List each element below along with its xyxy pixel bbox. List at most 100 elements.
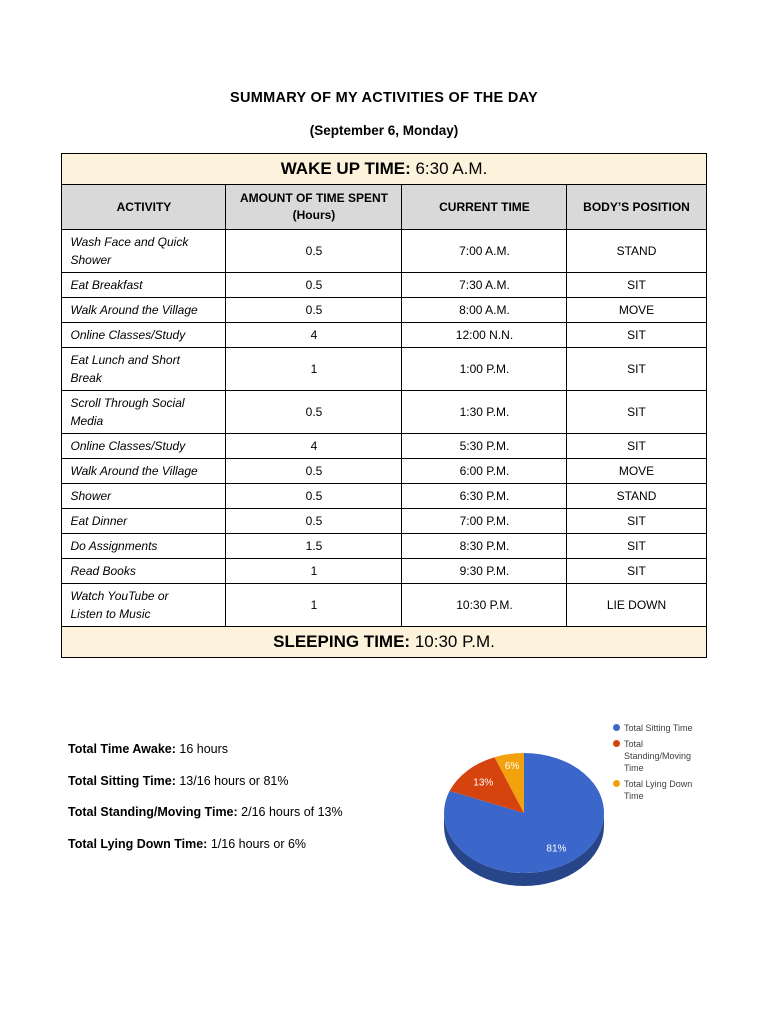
- hours-cell: 1.5: [225, 533, 403, 559]
- table-row: Wash Face and Quick Shower 0.5 7:00 A.M. ST…: [61, 229, 707, 273]
- hours-cell: 0.5: [225, 272, 403, 298]
- table-row: Shower 0.5 6:30 P.M. STAND: [61, 483, 707, 509]
- position-cell: SIT: [566, 508, 707, 534]
- activity-cell: Watch YouTube or Listen to Music: [61, 583, 227, 627]
- activity-cell: Read Books: [61, 558, 227, 584]
- position-cell: SIT: [566, 322, 707, 348]
- activity-cell: Wash Face and Quick Shower: [61, 229, 227, 273]
- summary-line: Total Sitting Time: 13/16 hours or 81%: [68, 774, 428, 788]
- time-cell: 1:00 P.M.: [401, 347, 568, 391]
- activity-cell: Walk Around the Village: [61, 458, 227, 484]
- position-cell: STAND: [566, 229, 707, 273]
- position-cell: STAND: [566, 483, 707, 509]
- activity-cell: Online Classes/Study: [61, 433, 227, 459]
- time-cell: 7:30 A.M.: [401, 272, 568, 298]
- hours-cell: 0.5: [225, 458, 403, 484]
- table-row: Eat Dinner 0.5 7:00 P.M. SIT: [61, 508, 707, 534]
- position-cell: SIT: [566, 347, 707, 391]
- col-header-time: CURRENT TIME: [401, 184, 568, 230]
- hours-cell: 0.5: [225, 390, 403, 434]
- table-head-section: WAKE UP TIME: 6:30 A.M. ACTIVITY AMOUNT …: [61, 153, 707, 230]
- legend-label: Total Sitting Time: [624, 723, 693, 733]
- summary-value: 13/16 hours or 81%: [179, 773, 289, 788]
- legend-item: Total Sitting Time: [613, 722, 705, 734]
- legend-dot: [613, 780, 620, 787]
- pie-3d-side: [444, 813, 604, 886]
- activity-cell: Online Classes/Study: [61, 322, 227, 348]
- col-header-position: BODY’S POSITION: [566, 184, 707, 230]
- totals-summary: Total Time Awake: 16 hours Total Sitting …: [68, 742, 428, 868]
- legend-label: Total Standing/Moving Time: [624, 739, 692, 773]
- wake-up-cell: WAKE UP TIME: 6:30 A.M.: [61, 153, 707, 185]
- hours-cell: 0.5: [225, 297, 403, 323]
- chart-legend: Total Sitting Time Total Standing/Moving …: [613, 722, 705, 806]
- summary-line: Total Time Awake: 16 hours: [68, 742, 428, 756]
- activity-cell: Walk Around the Village: [61, 297, 227, 323]
- table-row: Scroll Through Social Media 0.5 1:30 P.M. S…: [61, 390, 707, 434]
- summary-label: Total Sitting Time:: [68, 773, 176, 788]
- position-cell: MOVE: [566, 297, 707, 323]
- time-cell: 12:00 N.N.: [401, 322, 568, 348]
- col-header-hours: AMOUNT OF TIME SPENT (Hours): [225, 184, 403, 230]
- summary-label: Total Standing/Moving Time:: [68, 805, 238, 819]
- activity-rows: Wash Face and Quick Shower 0.5 7:00 A.M. ST…: [61, 229, 707, 627]
- position-cell: SIT: [566, 390, 707, 434]
- legend-dot: [613, 724, 620, 731]
- pie-slice: [449, 757, 524, 813]
- table-row: Walk Around the Village 0.5 8:00 A.M. MOVE: [61, 297, 707, 323]
- pie-slice: [444, 753, 605, 873]
- legend-item: Total Lying Down Time: [613, 778, 705, 802]
- table-row: Read Books 1 9:30 P.M. SIT: [61, 558, 707, 584]
- table-row: Do Assignments 1.5 8:30 P.M. SIT: [61, 533, 707, 559]
- summary-line: Total Standing/Moving Time: 2/16 hours o…: [68, 805, 428, 819]
- col-header-activity: ACTIVITY: [61, 184, 227, 230]
- time-cell: 5:30 P.M.: [401, 433, 568, 459]
- hours-cell: 0.5: [225, 508, 403, 534]
- activity-cell: Scroll Through Social Media: [61, 390, 227, 434]
- time-cell: 6:30 P.M.: [401, 483, 568, 509]
- position-cell: MOVE: [566, 458, 707, 484]
- activity-cell: Do Assignments: [61, 533, 227, 559]
- hours-cell: 4: [225, 433, 403, 459]
- time-cell: 1:30 P.M.: [401, 390, 568, 434]
- table-row: Online Classes/Study 4 5:30 P.M. SIT: [61, 433, 707, 459]
- activity-cell: Eat Lunch and Short Break: [61, 347, 227, 391]
- hours-cell: 0.5: [225, 229, 403, 273]
- pie-chart: 81% 13% 6%: [444, 753, 605, 886]
- legend-item: Total Standing/Moving Time: [613, 738, 705, 774]
- time-cell: 7:00 P.M.: [401, 508, 568, 534]
- summary-line: Total Lying Down Time: 1/16 hours or 6%: [68, 837, 428, 851]
- legend-dot: [613, 740, 620, 747]
- sleeping-row: SLEEPING TIME: 10:30 P.M.: [61, 626, 707, 658]
- time-cell: 9:30 P.M.: [401, 558, 568, 584]
- table-row: Watch YouTube or Listen to Music 1 10:30 P…: [61, 583, 707, 627]
- summary-label: Total Lying Down Time:: [68, 836, 208, 851]
- hours-cell: 0.5: [225, 483, 403, 509]
- pie-slice-label: 13%: [473, 778, 493, 789]
- summary-value: 16 hours: [179, 742, 229, 756]
- position-cell: LIE DOWN: [566, 583, 707, 627]
- hours-cell: 1: [225, 583, 403, 627]
- summary-value: 1/16 hours or 6%: [210, 836, 307, 851]
- activity-cell: Eat Dinner: [61, 508, 227, 534]
- position-cell: SIT: [566, 558, 707, 584]
- hours-cell: 1: [225, 558, 403, 584]
- hours-cell: 4: [225, 322, 403, 348]
- pie-slice-label: 81%: [546, 844, 566, 855]
- pie-slice: [494, 753, 524, 813]
- pie-slice-label: 6%: [505, 761, 520, 772]
- time-cell: 6:00 P.M.: [401, 458, 568, 484]
- table-row: Walk Around the Village 0.5 6:00 P.M. MOVE: [61, 458, 707, 484]
- hours-cell: 1: [225, 347, 403, 391]
- sleeping-label: SLEEPING TIME:: [273, 632, 411, 651]
- time-cell: 10:30 P.M.: [401, 583, 568, 627]
- activity-cell: Eat Breakfast: [61, 272, 227, 298]
- position-cell: SIT: [566, 533, 707, 559]
- wake-up-label: WAKE UP TIME:: [280, 159, 411, 178]
- wake-up-value: 6:30 A.M.: [415, 159, 488, 178]
- page-subtitle: (September 6, Monday): [309, 123, 459, 138]
- table-row: Eat Breakfast 0.5 7:30 A.M. SIT: [61, 272, 707, 298]
- legend-label: Total Lying Down Time: [624, 779, 693, 801]
- table-foot-section: SLEEPING TIME: 10:30 P.M.: [61, 626, 707, 658]
